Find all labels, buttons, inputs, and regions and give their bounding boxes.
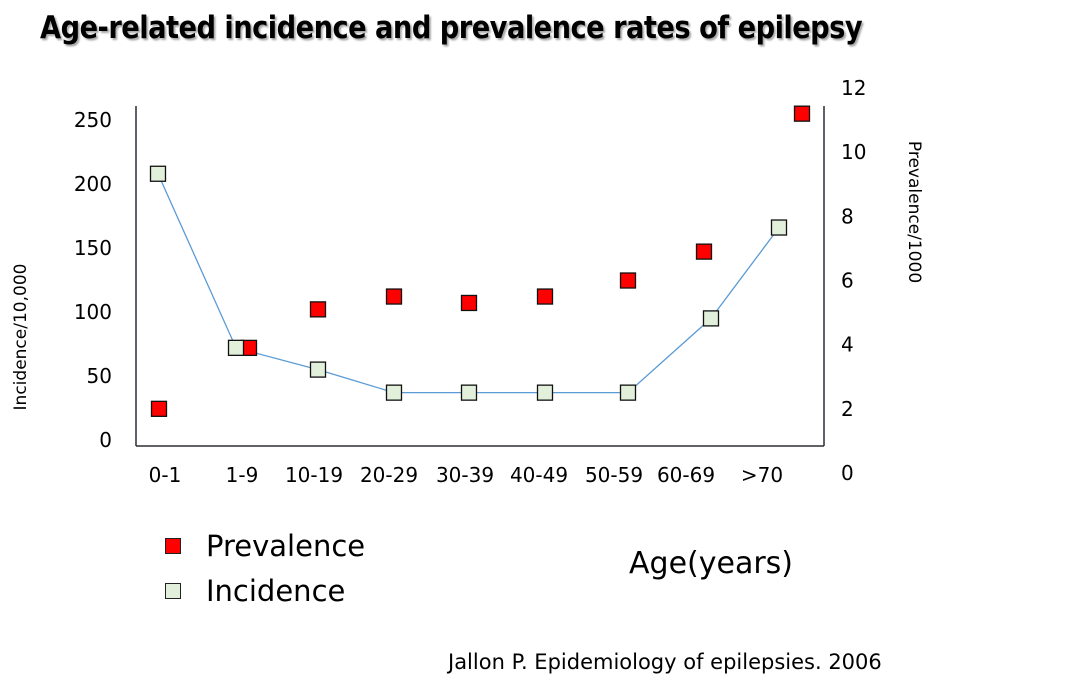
left-axis-tick-label: 150 [74,236,112,260]
legend-label-incidence: Incidence [206,573,346,608]
left-axis-tick-label: 50 [87,364,112,388]
right-axis-title: Prevalence/1000 [904,141,924,283]
left-axis-title: Incidence/10,000 [11,264,31,411]
incidence-series-line [157,173,780,394]
x-axis-tick-label: 40-49 [510,463,568,487]
legend-item-incidence: Incidence [165,568,365,613]
prevalence-swatch-icon [165,537,181,554]
right-axis-tick-label: 6 [841,269,854,293]
right-axis-tick-label: 2 [841,397,854,421]
incidence-swatch-icon [165,582,181,599]
source-citation: Jallon P. Epidemiology of epilepsies. 20… [448,650,882,674]
incidence-marker [536,384,554,401]
x-axis-ticks: 0-1 1-9 10-19 20-29 30-39 40-49 50-59 60-69 >70 [149,463,783,487]
incidence-marker [309,361,327,378]
left-axis-tick-label: 100 [74,300,112,324]
incidence-line [157,173,780,394]
prevalence-marker [309,301,327,318]
right-axis-tick-label: 8 [841,204,854,228]
prevalence-marker [460,294,478,312]
x-axis-tick-label: 60-69 [657,463,715,487]
prevalence-marker [150,400,168,417]
left-axis-tick-label: 250 [74,108,112,132]
right-axis-ticks: 0 2 4 6 8 10 12 [841,76,866,485]
x-axis-tick-label: 30-39 [436,463,494,487]
prevalence-marker [793,105,811,122]
prevalence-marker [385,288,403,305]
x-axis-tick-label: >70 [741,463,783,487]
incidence-marker [227,339,245,356]
legend-item-prevalence: Prevalence [165,523,365,568]
right-axis-tick-label: 4 [841,333,854,357]
left-axis-ticks: 0 50 100 150 200 250 [74,108,112,452]
x-axis-tick-label: 50-59 [585,463,643,487]
left-axis-tick-label: 0 [99,428,112,452]
incidence-marker [770,219,788,236]
x-axis-tick-label: 10-19 [285,463,343,487]
x-axis-tick-label: 1-9 [226,463,259,487]
prevalence-series [150,105,811,417]
incidence-marker [702,310,720,327]
right-axis-tick-label: 0 [841,461,854,485]
prevalence-marker [536,288,554,305]
incidence-marker [149,165,167,182]
incidence-marker [385,384,403,401]
left-axis-tick-label: 200 [74,172,112,196]
x-axis-tick-label: 0-1 [149,463,182,487]
x-axis-tick-label: 20-29 [360,463,418,487]
right-axis-tick-label: 12 [841,76,866,100]
incidence-marker [460,384,478,401]
axes [135,106,825,447]
x-axis-title: Age(years) [629,546,793,581]
right-axis-tick-label: 10 [841,140,866,164]
legend: Prevalence Incidence [165,523,365,613]
incidence-series [149,165,788,401]
legend-label-prevalence: Prevalence [206,528,366,563]
prevalence-marker [619,272,637,289]
incidence-marker [619,384,637,401]
chart-title: Age-related incidence and prevalence rat… [40,10,863,46]
prevalence-marker [695,243,713,260]
